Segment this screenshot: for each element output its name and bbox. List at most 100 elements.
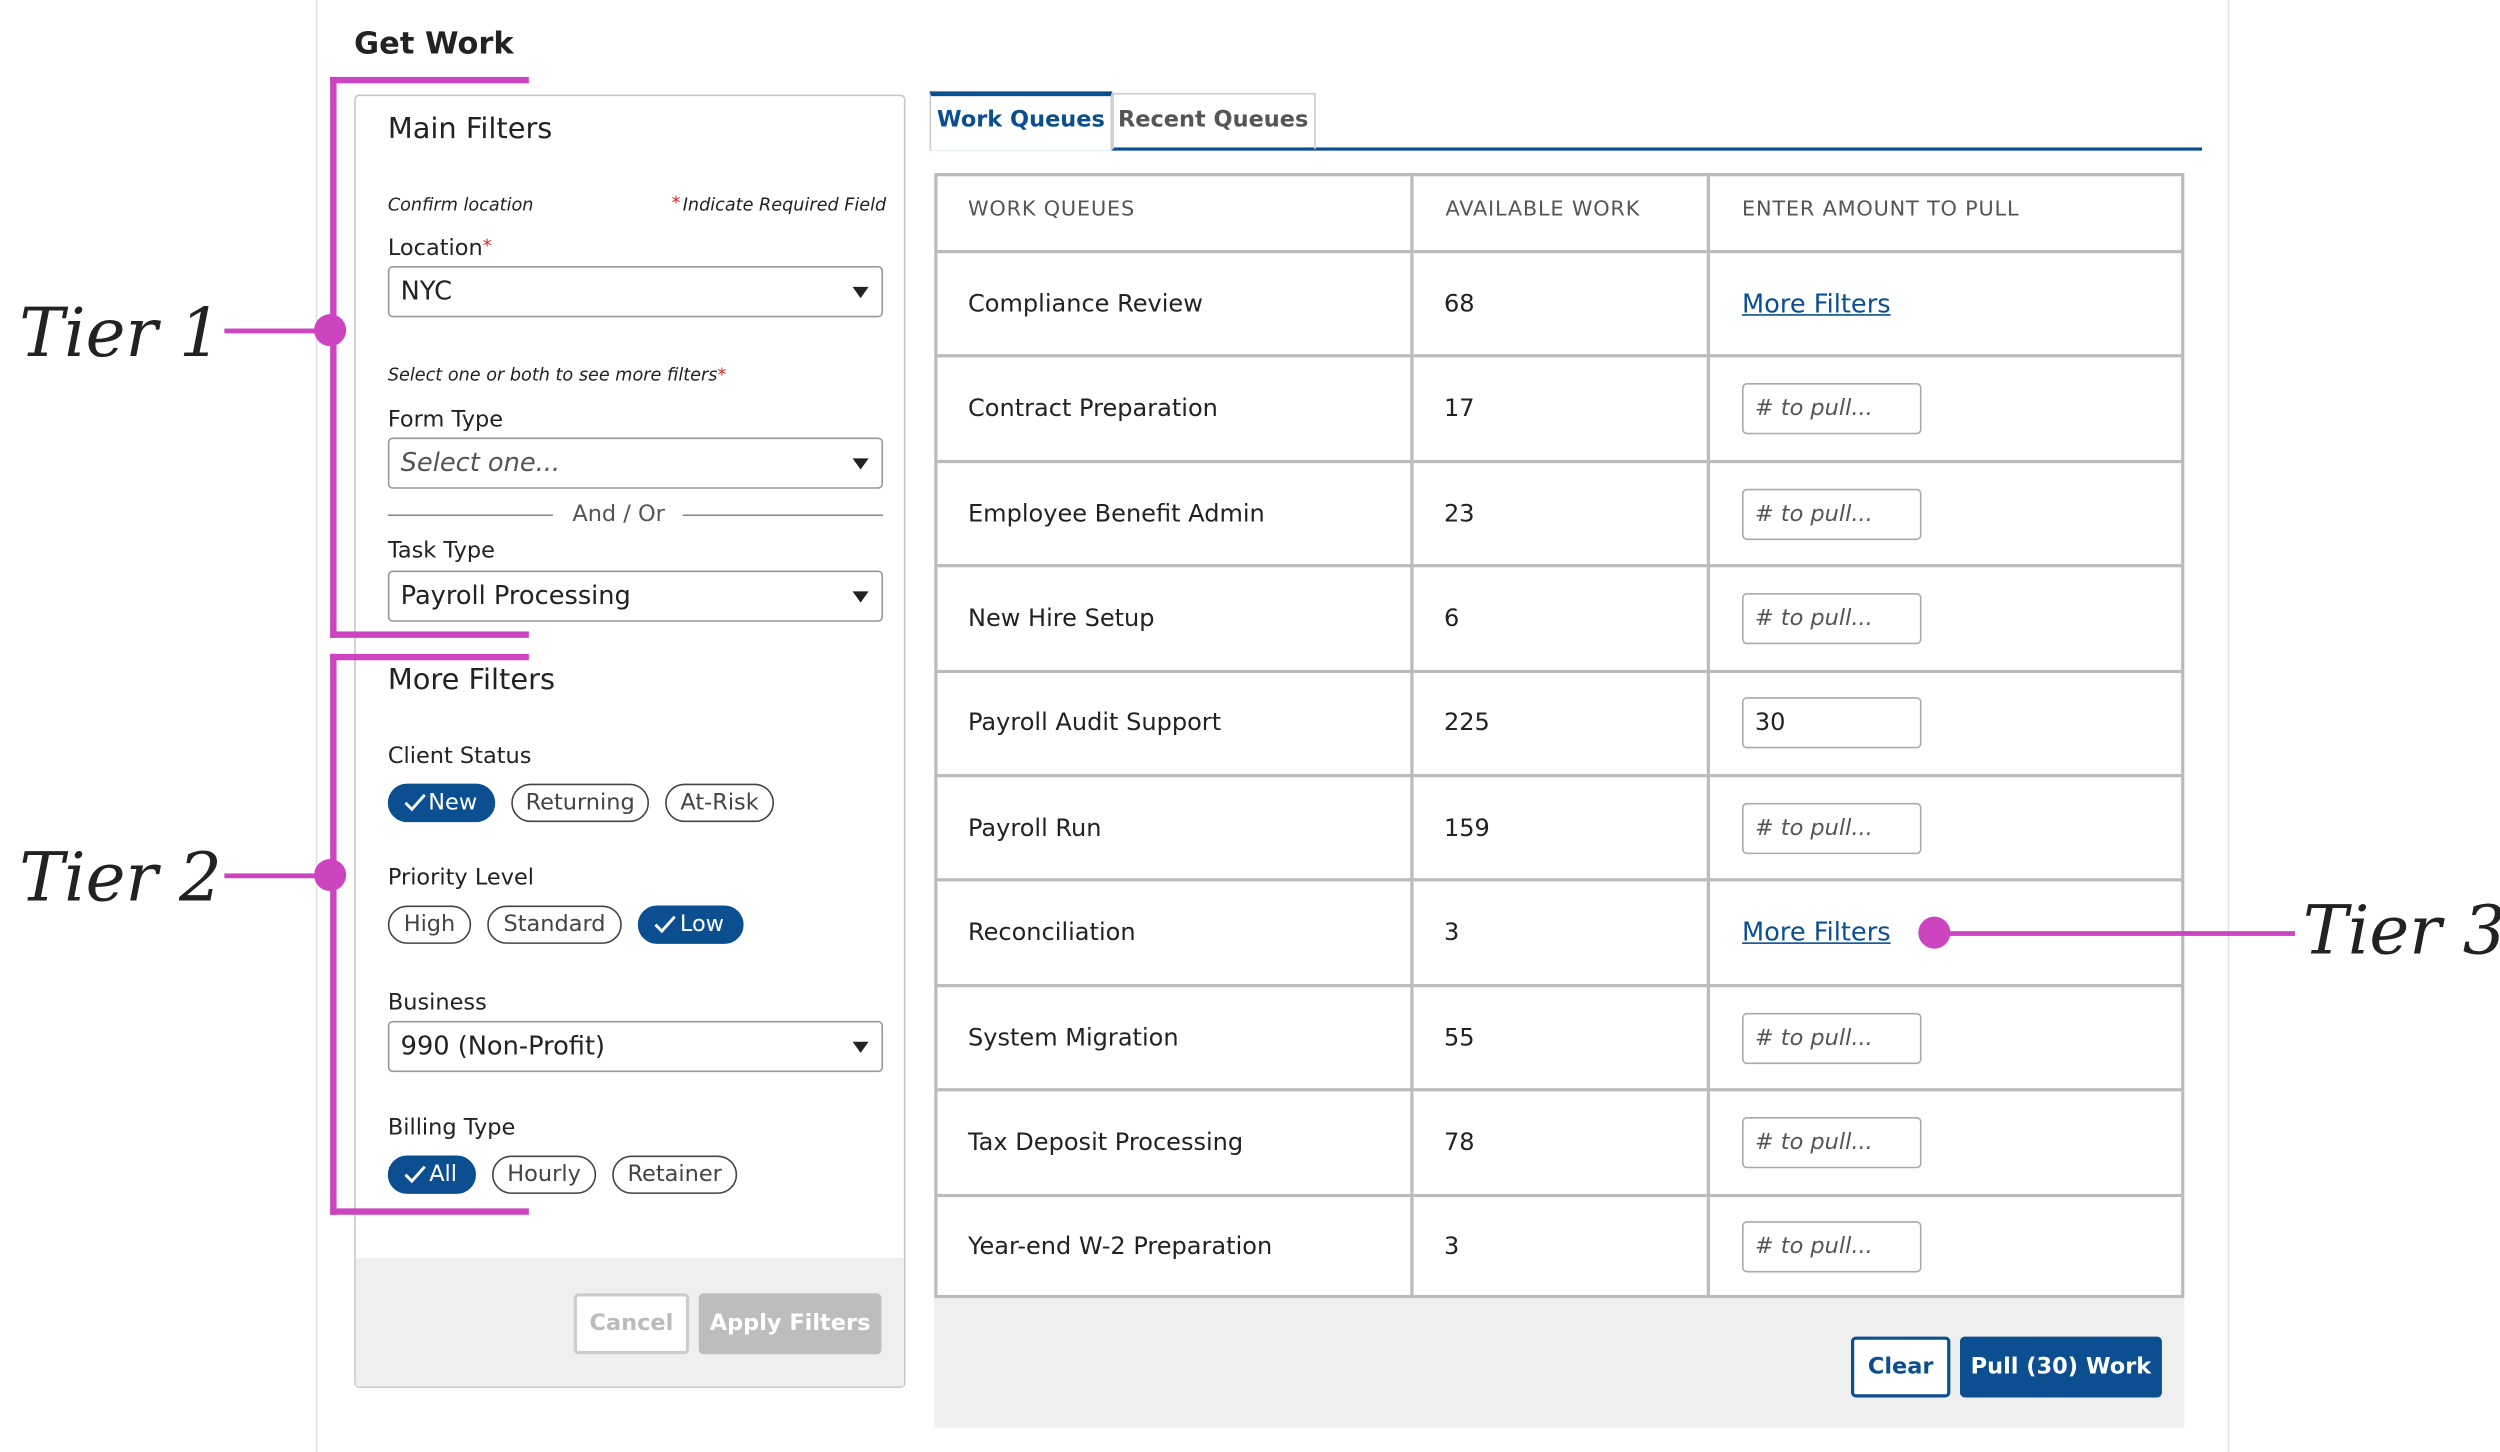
select-value: NYC — [400, 275, 453, 307]
queue-name: Payroll Run — [967, 812, 1102, 842]
amount-input[interactable] — [1742, 1221, 1922, 1273]
select-value: Select one... — [400, 447, 561, 478]
button-label: Cancel — [589, 1310, 674, 1337]
chip[interactable] — [387, 1155, 476, 1194]
bracket — [330, 76, 529, 84]
row-line — [934, 354, 2185, 359]
queue-name: Employee Benefit Admin — [967, 498, 1265, 528]
field-label: Priority Level — [387, 865, 535, 892]
leader-dot — [314, 314, 347, 347]
input-value: 30 — [1754, 708, 1786, 737]
button-label: Clear — [1867, 1354, 1934, 1380]
tab-label: Work Queues — [936, 107, 1105, 134]
select[interactable] — [387, 1020, 884, 1073]
button[interactable] — [1959, 1336, 2162, 1398]
row-line — [934, 669, 2185, 673]
chip[interactable] — [665, 783, 775, 823]
row-line — [934, 1088, 2185, 1092]
queue-name: Contract Preparation — [967, 393, 1218, 423]
button[interactable] — [698, 1293, 882, 1355]
bracket — [330, 1208, 529, 1215]
more-filters-link[interactable]: More Filters — [1742, 916, 1891, 948]
available-count: 3 — [1443, 917, 1460, 947]
chip[interactable] — [612, 1155, 738, 1194]
leader — [224, 872, 331, 878]
chip-label: All — [429, 1161, 458, 1188]
select-arrow — [852, 1041, 869, 1053]
chip-label: Retainer — [627, 1161, 722, 1188]
row-line — [934, 250, 2185, 254]
queue-name: Compliance Review — [967, 288, 1203, 318]
divider — [387, 514, 553, 517]
input-placeholder: # to pull... — [1754, 500, 1873, 527]
amount-input[interactable] — [1742, 592, 1922, 645]
check-icon — [404, 1165, 426, 1184]
field-label: Billing Type — [387, 1115, 516, 1142]
field-label: Business — [387, 990, 487, 1017]
queue-name: Year-end W-2 Preparation — [967, 1232, 1273, 1261]
row-line — [934, 1193, 2185, 1197]
queue-name: Reconciliation — [967, 917, 1136, 947]
required-mark: * — [717, 364, 727, 386]
hint: Confirm location — [387, 194, 534, 216]
chip[interactable] — [491, 1155, 597, 1194]
amount-input[interactable] — [1742, 383, 1922, 435]
row-line — [934, 564, 2185, 568]
check-icon — [654, 915, 676, 934]
chip[interactable] — [511, 783, 650, 823]
field-label: Location* — [387, 235, 492, 262]
queue-name: Tax Deposit Processing — [967, 1127, 1244, 1157]
column-header: WORK QUEUES — [967, 197, 1135, 222]
select[interactable] — [387, 437, 884, 489]
select[interactable] — [387, 570, 884, 622]
chip-label: Hourly — [507, 1161, 581, 1188]
button[interactable] — [573, 1293, 690, 1355]
page-title: Get Work — [354, 26, 514, 62]
row-line — [934, 983, 2185, 987]
queue-name: Payroll Audit Support — [967, 708, 1222, 737]
available-count: 159 — [1443, 812, 1490, 842]
column-header: ENTER AMOUNT TO PULL — [1742, 197, 2020, 222]
divider — [682, 514, 884, 517]
required-note: Indicate Required Field * — [671, 192, 887, 216]
bracket — [330, 653, 337, 1215]
frame-line — [315, 0, 318, 1452]
annotation: Tier 3 — [2302, 891, 2500, 970]
chip[interactable] — [487, 905, 622, 944]
tab[interactable] — [1112, 92, 1316, 150]
chip-label: At-Risk — [680, 790, 759, 816]
button-label: Apply Filters — [709, 1310, 871, 1337]
select-arrow — [852, 286, 869, 299]
chip[interactable] — [387, 783, 496, 823]
leader — [1934, 930, 2295, 936]
input-placeholder: # to pull... — [1754, 1234, 1873, 1261]
field-label: Client Status — [387, 743, 532, 770]
more-filters-link[interactable]: More Filters — [1742, 287, 1891, 319]
select[interactable] — [387, 266, 884, 318]
field-label: Form Type — [387, 407, 504, 433]
amount-input[interactable] — [1742, 1116, 1922, 1169]
chip-label: Low — [679, 911, 725, 938]
amount-input[interactable] — [1742, 1012, 1922, 1064]
amount-input[interactable] — [1742, 802, 1922, 854]
section-title: Main Filters — [387, 112, 553, 146]
chip[interactable] — [637, 905, 744, 944]
chip[interactable] — [387, 905, 472, 944]
tab-label: Recent Queues — [1118, 107, 1309, 134]
available-count: 23 — [1443, 498, 1475, 528]
amount-input[interactable] — [1742, 487, 1922, 540]
available-count: 55 — [1443, 1022, 1475, 1052]
amount-input[interactable] — [1742, 697, 1922, 749]
row-line — [934, 459, 2185, 463]
frame-line — [2227, 0, 2230, 1452]
row-line — [934, 774, 2185, 778]
leader — [224, 327, 331, 333]
select-arrow — [852, 591, 869, 603]
select-value: 990 (Non-Profit) — [400, 1030, 606, 1061]
tab[interactable] — [929, 91, 1113, 151]
select-value: Payroll Processing — [400, 580, 631, 611]
button[interactable] — [1851, 1336, 1951, 1398]
queue-name: System Migration — [967, 1022, 1179, 1052]
